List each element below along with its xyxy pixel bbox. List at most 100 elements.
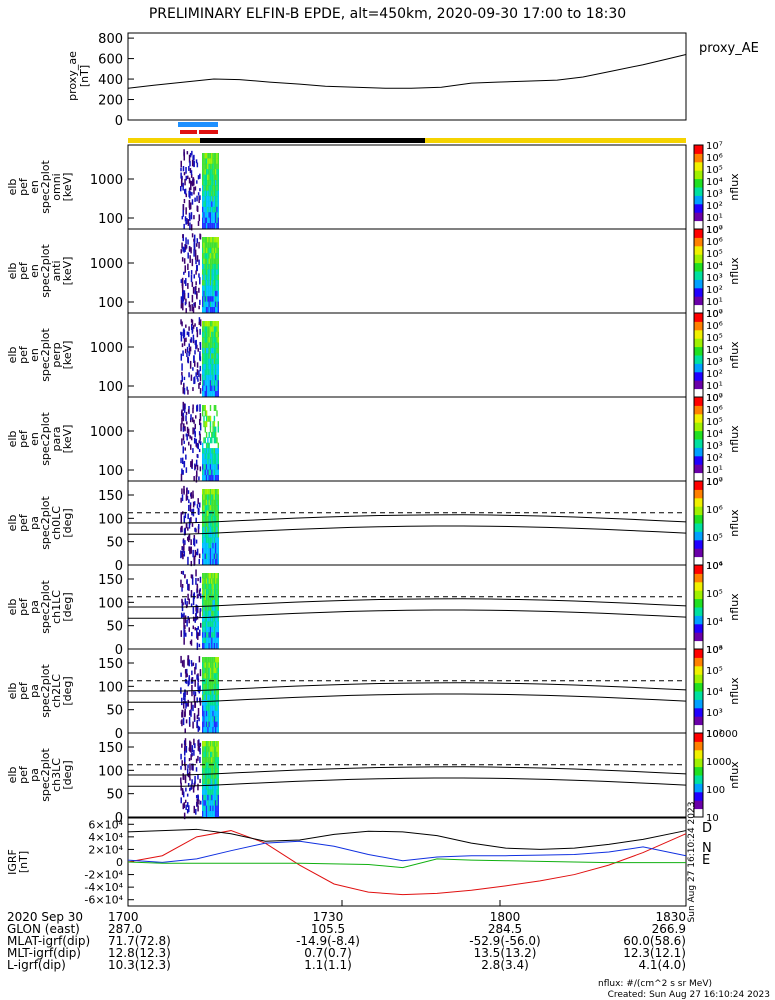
pitch-panel-2-spectrum-pixel bbox=[217, 599, 219, 606]
pitch-panel-2-spectrum-pixel bbox=[211, 583, 213, 590]
energy-panel-4-colorbar-segment bbox=[694, 474, 703, 476]
pitch-panel-2-spectrum-pixel bbox=[209, 589, 212, 596]
energy-panel-3-spectrum-pixel bbox=[204, 374, 206, 381]
pitch-panel-2-spectrum-pixel bbox=[204, 605, 206, 612]
energy-panel-4-spectrum-pixel bbox=[203, 458, 205, 465]
energy-panel-4-spectrum-pixel bbox=[203, 448, 205, 455]
energy-panel-4-spectrum-pixel bbox=[192, 404, 194, 409]
pitch-panel-1-spectrum-pixel bbox=[192, 549, 194, 558]
pitch-panel-2-spectrum-pixel bbox=[203, 637, 205, 644]
energy-panel-4-colorbar-segment bbox=[694, 458, 703, 461]
pitch-panel-4-spectrum-pixel bbox=[189, 744, 191, 752]
pitch-panel-4-spectrum-pixel bbox=[209, 767, 212, 774]
energy-panel-2-spectrum-pixel bbox=[205, 258, 208, 265]
pitch-panel-3-spectrum-pixel bbox=[208, 716, 210, 723]
energy-panel-4-spectrum-pixel bbox=[182, 412, 185, 420]
energy-panel-3-spectrum-pixel bbox=[188, 372, 190, 378]
pitch-panel-2-spectrum-pixel bbox=[211, 626, 213, 633]
pitch-panel-2-colorbar-segment bbox=[694, 625, 703, 628]
pitch-panel-3-spectrum-pixel bbox=[202, 657, 204, 663]
energy-panel-2-colorbar-segment bbox=[694, 286, 703, 289]
energy-panel-2-spectrum-pixel bbox=[202, 242, 204, 249]
energy-panel-3-spectrum-pixel bbox=[205, 321, 208, 327]
pitch-panel-4-colorbar-segment bbox=[694, 804, 703, 807]
energy-panel-3-colorbar-segment bbox=[694, 345, 703, 348]
energy-panel-1-spectrum-pixel bbox=[208, 223, 210, 229]
pitch-panel-1-spectrum-pixel bbox=[202, 537, 204, 544]
pitch-panel-1-spectrum-pixel bbox=[184, 511, 187, 519]
energy-panel-1-spectrum-pixel bbox=[192, 177, 195, 182]
pitch-panel-2-spectrum-pixel bbox=[204, 599, 206, 606]
energy-panel-4-spectrum-pixel bbox=[217, 464, 219, 471]
energy-panel-2-spectrum-pixel bbox=[205, 274, 208, 281]
energy-panel-4-spectrum-pixel bbox=[215, 426, 217, 433]
pitch-panel-2-spectrum-pixel bbox=[215, 616, 217, 623]
pitch-panel-1-spectrum-pixel bbox=[216, 542, 218, 549]
pitch-panel-3-spectrum-pixel bbox=[215, 667, 217, 674]
ae-ytick-label: 0 bbox=[115, 114, 123, 129]
energy-panel-1-spectrum-pixel bbox=[212, 217, 214, 224]
pitch-panel-4-colorbar-segment bbox=[694, 786, 703, 789]
pitch-panel-1-colorbar-segment bbox=[694, 510, 703, 513]
energy-panel-3-spectrum-pixel bbox=[211, 380, 213, 387]
energy-panel-2-spectrum-pixel bbox=[204, 296, 206, 303]
energy-panel-2-spectrum-pixel bbox=[207, 237, 209, 243]
pitch-panel-4-spectrum-pixel bbox=[197, 774, 199, 780]
energy-panel-4-spectrum-pixel bbox=[209, 469, 212, 476]
pitch-panel-4-spectrum-pixel bbox=[212, 746, 214, 753]
energy-panel-3-spectrum-pixel bbox=[202, 337, 204, 344]
energy-panel-1-spectrum-pixel bbox=[207, 174, 209, 181]
energy-panel-1-colorbar-segment bbox=[694, 195, 703, 198]
energy-panel-4-spectrum-pixel bbox=[181, 413, 184, 418]
energy-panel-2-spectrum-pixel bbox=[217, 296, 219, 303]
energy-panel-2-spectrum-pixel bbox=[208, 242, 210, 249]
pitch-panel-3-spectrum-pixel bbox=[188, 675, 191, 681]
pitch-panel-2-colorbar-segment bbox=[694, 570, 703, 573]
pitch-panel-4-ylabel: [deg] bbox=[61, 760, 74, 789]
energy-panel-3-spectrum-pixel bbox=[211, 342, 213, 349]
energy-panel-4-colorbar-segment bbox=[694, 419, 703, 422]
energy-panel-3-spectrum-pixel bbox=[182, 383, 185, 388]
pitch-panel-2-colorbar-tick: 10⁶ bbox=[706, 561, 723, 572]
energy-panel-3-spectrum-pixel bbox=[204, 353, 206, 360]
pitch-panel-2-spectrum-pixel bbox=[196, 631, 198, 639]
pitch-panel-3-spectrum-pixel bbox=[212, 700, 214, 707]
energy-panel-3-colorbar-segment bbox=[694, 350, 703, 353]
pitch-panel-4-colorbar-segment bbox=[694, 751, 703, 754]
pitch-panel-2-spectrum-pixel bbox=[213, 589, 216, 596]
pitch-panel-1-spectrum-pixel bbox=[208, 499, 210, 506]
energy-panel-2-spectrum-pixel bbox=[212, 307, 214, 313]
footer-value: 71.7(72.8) bbox=[108, 934, 171, 948]
energy-panel-4-spectrum-pixel bbox=[193, 476, 195, 481]
energy-panel-2-spectrum-pixel bbox=[198, 287, 200, 293]
energy-panel-1-spectrum-pixel bbox=[205, 174, 208, 181]
pitch-panel-1-colorbar-segment bbox=[694, 555, 703, 558]
energy-panel-1-spectrum-pixel bbox=[211, 185, 213, 192]
pitch-panel-1-spectrum-pixel bbox=[193, 501, 196, 506]
pitch-panel-1-spectrum-pixel bbox=[196, 504, 199, 509]
pitch-panel-4-spectrum-pixel bbox=[207, 767, 209, 774]
pitch-panel-2-spectrum-pixel bbox=[207, 637, 209, 644]
igrf-series-total bbox=[127, 828, 687, 850]
pitch-panel-4-colorbar-segment bbox=[694, 755, 703, 758]
energy-panel-1-spectrum-pixel bbox=[211, 190, 213, 197]
pitch-panel-3-ylabel: pa bbox=[28, 684, 41, 698]
pitch-panel-3-spectrum-pixel bbox=[215, 727, 217, 733]
energy-panel-4-spectrum-pixel bbox=[215, 464, 217, 471]
energy-panel-1-colorbar-tick: 10⁴ bbox=[706, 177, 723, 188]
energy-panel-3-colorbar-tick: 10⁵ bbox=[706, 333, 723, 344]
pitch-panel-2-colorbar-segment bbox=[694, 614, 703, 616]
energy-panel-1-spectrum-pixel bbox=[208, 190, 210, 197]
pitch-panel-4-spectrum-pixel bbox=[187, 782, 190, 787]
pitch-panel-2-colorbar-segment bbox=[694, 601, 703, 604]
energy-panel-3-colorbar-segment bbox=[694, 384, 703, 387]
pitch-panel-1-spectrum-pixel bbox=[180, 497, 182, 503]
pitch-panel-3-spectrum-pixel bbox=[192, 662, 195, 666]
pitch-panel-3-spectrum-pixel bbox=[212, 716, 214, 723]
pitch-panel-3-spectrum-pixel bbox=[213, 694, 216, 701]
pitch-panel-2-spectrum-pixel bbox=[202, 594, 204, 601]
footer-value: 1800 bbox=[490, 910, 521, 924]
energy-panel-1-ylabel: spec2plot bbox=[39, 160, 52, 214]
energy-panel-2-spectrum-pixel bbox=[217, 307, 219, 313]
energy-panel-2-spectrum-pixel bbox=[196, 238, 199, 244]
